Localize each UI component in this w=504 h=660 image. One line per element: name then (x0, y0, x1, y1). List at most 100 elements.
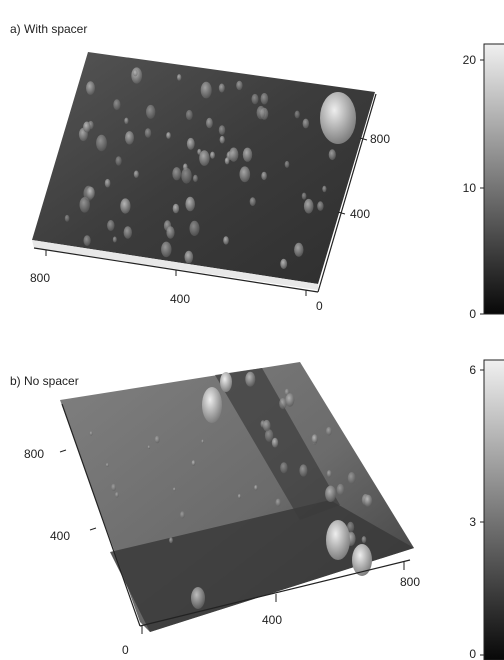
surface-bump (328, 149, 336, 161)
surface-b-bumps (89, 371, 373, 546)
surface-bump (83, 235, 91, 247)
scale-a-label: 10 (463, 181, 477, 195)
surface-bump (64, 214, 70, 222)
surface-bump (325, 485, 337, 502)
surface-bump (326, 426, 332, 436)
surface-bump (249, 197, 256, 207)
surface-bump (161, 241, 172, 258)
surface-bump (189, 220, 200, 236)
surface-bump (186, 137, 195, 150)
surface-bump (301, 192, 307, 200)
surface-bump (144, 128, 152, 138)
surface-bump (271, 437, 279, 448)
surface-bump (322, 185, 327, 193)
axis-b-left (61, 403, 141, 627)
surface-bump (254, 485, 258, 491)
surface-bump (180, 511, 185, 519)
surface-bump (224, 157, 230, 165)
surface-bump (177, 74, 182, 81)
axis-a-side-tick (359, 137, 368, 141)
surface-bump (166, 226, 175, 239)
surface-b-peak (326, 520, 350, 560)
surface-bump (285, 393, 295, 407)
surface-bump (184, 250, 194, 264)
surface-bump (111, 483, 116, 491)
axis-b-front (139, 559, 411, 627)
surface-bump (361, 536, 367, 544)
axis-a-side-tick (337, 211, 346, 215)
surface-bump (125, 131, 134, 145)
surface-bump (199, 150, 210, 166)
surface-plot-b: 800 400 0 400 800 (24, 362, 420, 657)
surface-b-peak (220, 372, 232, 392)
surface-bump (219, 135, 225, 144)
surface-bump (133, 170, 139, 178)
surface-bump (79, 197, 90, 213)
axis-a-side-label: 400 (350, 207, 370, 221)
surface-bump (311, 434, 318, 444)
surface-bump (236, 80, 243, 91)
surface-bump (326, 470, 332, 478)
surface-bump (336, 483, 345, 496)
surface-a-front-edge (32, 240, 318, 290)
surface-bump (105, 463, 109, 467)
surface-a-large-peak (320, 92, 356, 144)
surface-bump (169, 537, 173, 544)
surface-bump (86, 81, 95, 95)
surface-bump (166, 132, 171, 139)
surface-bump (261, 171, 267, 181)
surface-bump (294, 110, 300, 119)
surface-bump (262, 419, 271, 432)
surface-bump (302, 118, 309, 129)
surface-bump (185, 196, 195, 212)
surface-bump (218, 83, 225, 93)
scale-a-label: 20 (463, 53, 477, 67)
surface-bump (256, 105, 266, 120)
surface-bump (280, 258, 288, 269)
surface-bump (201, 439, 204, 444)
axis-a-side-label: 800 (370, 132, 390, 146)
surface-bump (280, 462, 288, 474)
surface-bump (172, 167, 182, 181)
scale-b-label: 0 (469, 647, 476, 660)
surface-bump (123, 226, 132, 239)
surface-bump (147, 445, 151, 450)
axis-a-front-label: 800 (30, 271, 50, 285)
panel-a-label: a) With spacer (10, 22, 88, 36)
axis-b-front-label: 400 (262, 613, 282, 627)
surface-bump (104, 178, 111, 188)
surface-bump (96, 134, 107, 152)
axis-a-side (317, 93, 377, 293)
surface-bump (154, 435, 160, 444)
scale-b-label: 3 (469, 515, 476, 529)
surface-bump (206, 117, 213, 129)
surface-bump (173, 487, 176, 492)
surface-bump (245, 371, 256, 387)
surface-bump (260, 93, 269, 105)
surface-a-top (32, 52, 375, 284)
axis-a-front-label: 400 (170, 292, 190, 306)
surface-bump (284, 160, 290, 168)
color-scale-b-bar (483, 359, 504, 660)
surface-b-peak (191, 587, 205, 609)
surface-bump (146, 104, 156, 119)
surface-bump (113, 99, 121, 111)
axis-b-left-tick (59, 449, 67, 453)
surface-bump (86, 186, 95, 200)
surface-bump (347, 521, 355, 533)
surface-bump (237, 494, 241, 499)
color-scale-b: 6 3 0 (469, 359, 504, 660)
surface-bump (120, 198, 131, 214)
surface-b-peak (202, 387, 222, 423)
axis-b-left-label: 400 (50, 529, 70, 543)
scale-a-label: 0 (469, 307, 476, 321)
surface-plot-a: 800 400 800 400 0 (30, 52, 390, 313)
color-scale-a: 20 10 0 (463, 43, 504, 321)
surface-bump (181, 167, 192, 184)
surface-bump (347, 472, 356, 484)
surface-bump (242, 147, 253, 162)
surface-bump (303, 198, 314, 214)
surface-bump (133, 69, 138, 77)
surface-bump (229, 147, 239, 162)
